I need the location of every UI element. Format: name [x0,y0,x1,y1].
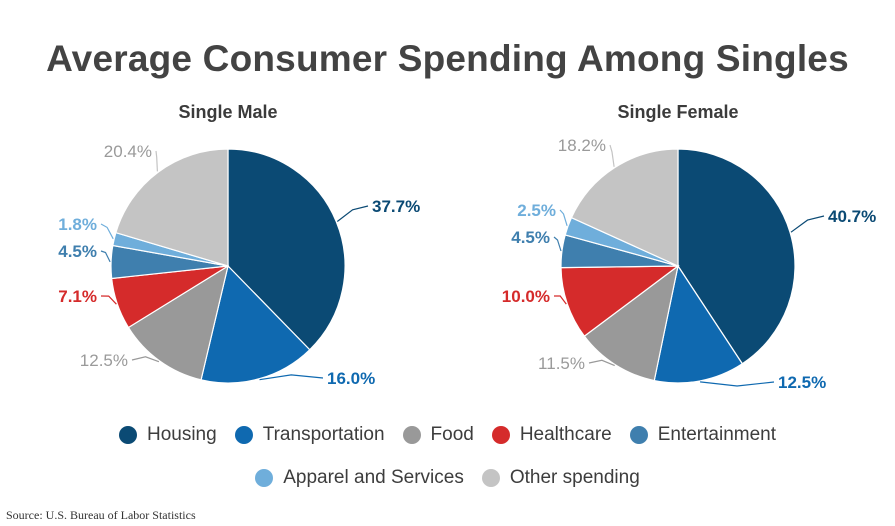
leader-line-apparel-and-services [100,223,114,240]
leader-line-apparel-and-services [559,209,568,226]
leader-line-transportation [259,374,324,381]
slice-food [583,264,679,382]
slice-transportation [653,264,744,384]
legend-label: Food [430,424,474,445]
leader-line-healthcare [554,295,567,305]
slice-healthcare [560,265,680,338]
legend-label: Healthcare [519,424,612,445]
legend-swatch [491,426,510,444]
data-label-apparel-and-services: 2.5% [517,201,556,220]
legend-row-1: Housing Transportation Food Healthcare Enter… [0,424,895,446]
leader-line-other-spending [609,144,615,167]
data-label-healthcare: 7.1% [58,287,97,306]
pie-single-female: Single Female 40.7% 12.5% 11.5% 10.0% 4.5% 2.5… [502,102,876,392]
legend-swatch [118,426,137,444]
leader-line-transportation [700,381,775,387]
pie-single-male: Single Male 37.7% 16.0% 12.5% 7.1% 4.5% 1.8% 20… [58,102,420,388]
leader-line-housing [336,205,369,222]
leader-line-entertainment [553,236,562,252]
source-note: Source: U.S. Bureau of Labor Statistics [6,508,196,522]
pie-title: Single Female [617,102,738,122]
slice-food [127,264,229,381]
data-label-food: 11.5% [538,354,585,373]
pie-charts-svg: Single Male 37.7% 16.0% 12.5% 7.1% 4.5% 1.8% 20… [58,102,876,392]
data-label-transportation: 16.0% [327,369,375,388]
chart-title: Average Consumer Spending Among Singles [46,38,849,79]
legend-swatch [234,426,253,444]
legend-item-other-spending: Other spending [481,467,640,489]
data-label-apparel-and-services: 1.8% [58,215,97,234]
leader-line-healthcare [100,295,117,305]
data-label-entertainment: 4.5% [58,242,97,261]
legend-swatch [402,426,421,444]
leader-line-food [588,359,615,367]
data-label-transportation: 12.5% [778,373,826,392]
data-label-housing: 40.7% [828,207,876,226]
data-label-entertainment: 4.5% [511,228,550,247]
legend-item-apparel-and-services: Apparel and Services [255,467,464,489]
legend-item-healthcare: Healthcare [491,424,612,446]
data-label-housing: 37.7% [372,197,420,216]
legend-label: Transportation [262,424,385,445]
legend-item-food: Food [402,424,474,446]
data-label-healthcare: 10.0% [502,287,550,306]
leader-line-housing [790,215,825,233]
legend-label: Entertainment [657,424,777,445]
legend-swatch [629,426,648,444]
slice-other-spending [115,148,229,267]
leader-line-entertainment [100,250,111,263]
slice-other-spending [570,148,679,267]
slice-transportation [200,264,311,384]
legend-swatch [255,469,274,487]
pie-title: Single Male [178,102,277,122]
legend-row-2: Apparel and Services Other spending [0,467,895,489]
legend-label: Housing [146,424,217,445]
data-label-food: 12.5% [80,351,128,370]
slice-housing [227,148,346,351]
legend-item-housing: Housing [118,424,217,446]
legend-item-entertainment: Entertainment [629,424,777,446]
leader-line-other-spending [155,150,158,172]
leader-line-food [131,356,160,363]
legend-label: Apparel and Services [283,467,464,488]
legend-swatch [481,469,500,487]
data-label-other-spending: 20.4% [104,142,152,161]
legend-item-transportation: Transportation [234,424,385,446]
legend-label: Other spending [509,467,640,488]
data-label-other-spending: 18.2% [558,136,606,155]
